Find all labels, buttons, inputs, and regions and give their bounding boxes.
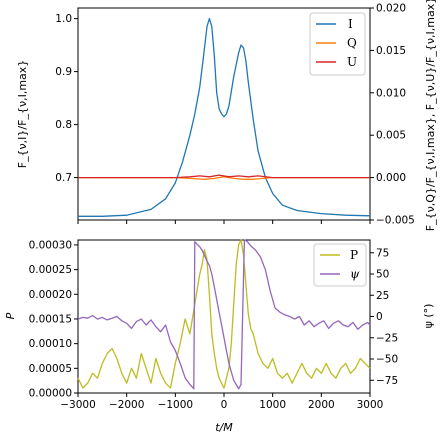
legend-label-I: I: [348, 17, 353, 31]
bottom-right-ytick-label: 75: [376, 247, 389, 259]
x-tick-label: −3000: [60, 399, 96, 411]
bottom-left-ytick-label: 0.00015: [29, 313, 72, 325]
top-right-ytick-label: 0.015: [376, 45, 406, 57]
top-left-ytick-label: 0.7: [55, 172, 72, 184]
legend-label-U: U: [347, 55, 357, 69]
bottom-legend: P ψ: [313, 243, 367, 287]
bottom-right-ytick-label: 50: [376, 269, 389, 281]
top-right-ytick-label: 0.010: [376, 87, 406, 99]
top-legend-box: [309, 12, 366, 76]
bottom-right-ytick-label: −25: [376, 332, 398, 344]
legend-label-Q: Q: [347, 36, 357, 50]
top-left-ytick-label: 0.9: [55, 66, 72, 78]
x-axis-label: t/M: [215, 421, 233, 434]
x-tick-label: −2000: [109, 399, 145, 411]
bottom-right-ytick-label: −50: [376, 354, 398, 366]
bottom-left-ylabel: P: [4, 312, 17, 319]
top-series-0-line: [78, 17, 371, 217]
bottom-left-ytick-label: 0.00010: [29, 338, 72, 350]
top-legend: I Q U: [309, 12, 366, 76]
bottom-series-0-line: [77, 239, 371, 389]
bottom-panel: −3000 −2000 −1000 0 1000 2000 3000 0.00000 0.000…: [4, 239, 435, 434]
x-tick-label: 1000: [259, 399, 286, 411]
bottom-left-ytick-label: 0.00000: [29, 388, 72, 400]
top-series-1-line: [78, 176, 370, 180]
top-right-ytick-label: 0.000: [376, 172, 406, 184]
bottom-left-ytick-label: 0.00030: [29, 239, 72, 251]
top-left-ytick-label: 0.8: [55, 119, 72, 131]
top-left-ylabel: F_{ν,I}/F_{ν,I,max}: [16, 60, 29, 169]
legend-label-P: P: [350, 248, 358, 262]
legend-label-psi: ψ: [350, 267, 360, 281]
top-left-ytick-label: 1.0: [55, 13, 72, 25]
bottom-series-1-line: [77, 239, 371, 390]
top-right-ytick-label: 0.005: [376, 130, 406, 142]
bottom-right-ytick-label: −75: [376, 375, 398, 387]
bottom-left-ytick-label: 0.00005: [29, 363, 72, 375]
top-right-ylabel: F_{ν,Q}/F_{ν,I,max}, F_{ν,U}/F_{ν,I,max}: [424, 0, 437, 231]
bottom-left-ytick-label: 0.00020: [29, 289, 72, 301]
x-tick-label: −1000: [158, 399, 194, 411]
x-tick-label: 3000: [357, 399, 384, 411]
x-tick-label: 2000: [308, 399, 335, 411]
bottom-right-ylabel: ψ (°): [422, 304, 435, 329]
x-tick-label: 0: [221, 399, 228, 411]
bottom-right-ytick-label: 25: [376, 290, 389, 302]
bottom-left-ytick-label: 0.00025: [29, 264, 72, 276]
top-right-ytick-label: −0.005: [376, 215, 415, 227]
top-panel: 0.7 0.8 0.9 1.0 −0.005 0.000 0.005 0.010 0.015 0.…: [16, 0, 437, 231]
bottom-right-ytick-label: 0: [376, 311, 383, 323]
top-series-2-line: [78, 174, 370, 179]
top-right-ytick-label: 0.020: [376, 3, 406, 15]
